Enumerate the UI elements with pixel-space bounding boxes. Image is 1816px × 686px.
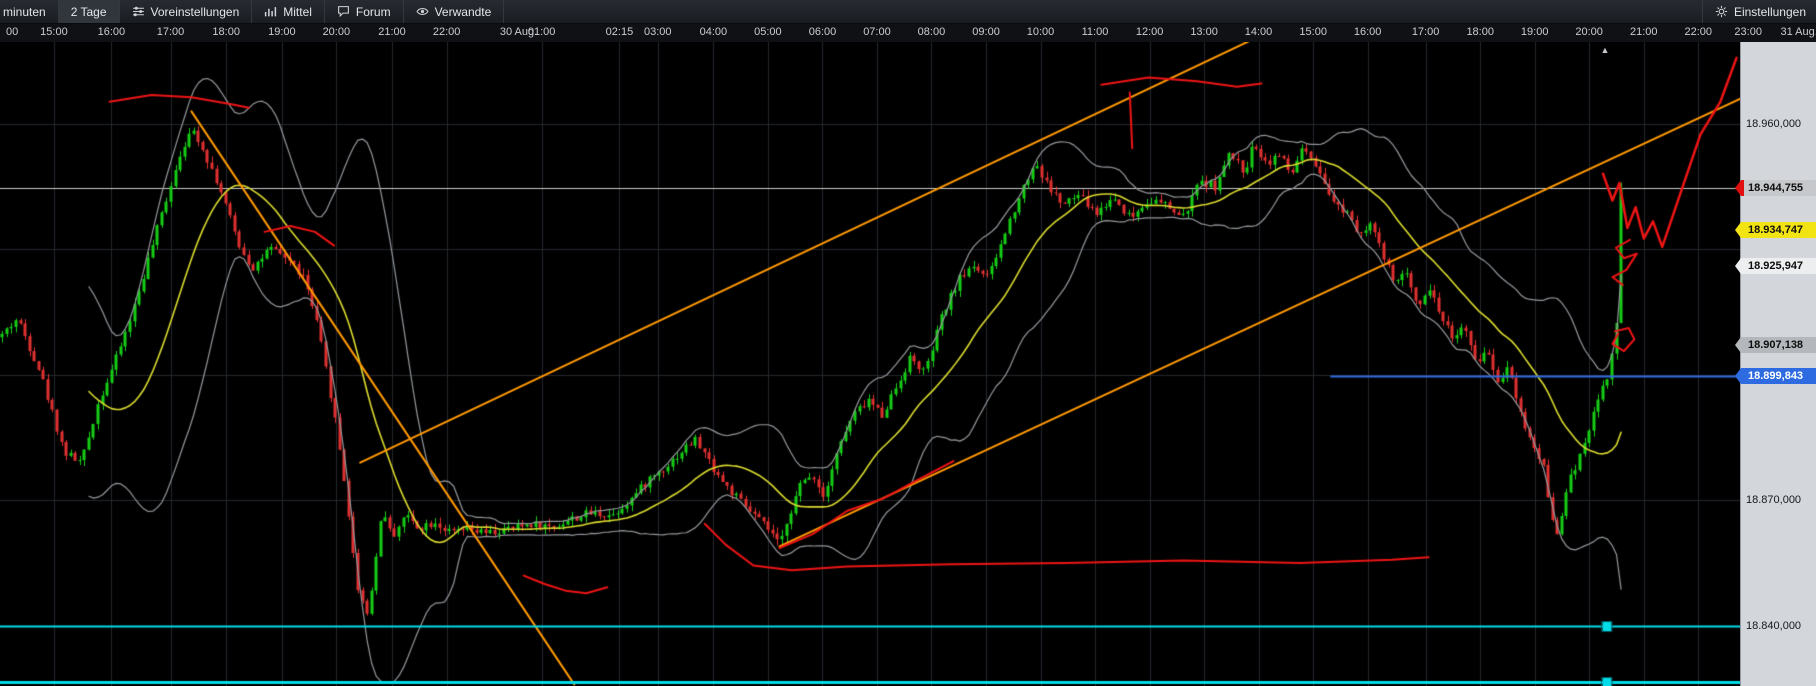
band-upper-value-tag: 18.925,947 <box>1735 258 1816 275</box>
toolbar-button-range-2-days[interactable]: 2 Tage <box>58 0 120 23</box>
time-label: 09:00 <box>972 26 1000 38</box>
time-label: 22:00 <box>1684 26 1712 38</box>
time-label: 17:00 <box>1411 26 1440 38</box>
time-label: 03:00 <box>643 26 672 38</box>
time-axis: 00 15:00 16:00 17:00 18:00 19:00 20:00 21:00 22:… <box>0 23 1816 42</box>
toolbar-label: minuten <box>3 4 46 19</box>
band-lower-value-tag-pointer <box>1735 337 1741 354</box>
toolbar-button-indicators[interactable]: Mittel <box>252 0 325 23</box>
time-label: 07:00 <box>863 26 891 38</box>
time-label: 12:00 <box>1135 26 1164 38</box>
last-price-tag-pointer <box>1735 179 1741 196</box>
moving-average-value-tag-pointer <box>1735 221 1741 238</box>
time-label: 23:00 <box>1734 26 1762 38</box>
last-price-tag: 18.944,755 <box>1735 179 1816 196</box>
toolbar-button-related[interactable]: Verwandte <box>404 0 505 23</box>
time-label: 21:00 <box>1630 26 1658 38</box>
time-label: 04:00 <box>699 26 728 38</box>
bar-chart-icon <box>264 5 277 18</box>
time-label: 15:00 <box>40 26 68 38</box>
toolbar-button-settings[interactable]: Einstellungen <box>1701 0 1816 23</box>
eye-icon <box>416 5 429 18</box>
date-label: 30 Aug. <box>499 26 538 38</box>
band-upper-value-tag-pointer <box>1735 258 1741 275</box>
time-label: 16:00 <box>97 26 126 38</box>
toolbar-button-timeframe-minutes[interactable]: minuten <box>0 0 59 23</box>
time-label: 05:00 <box>754 26 782 38</box>
horizontal-line-value-tag[interactable]: 18.899,843 <box>1735 367 1816 384</box>
time-label: 01:00 <box>527 26 556 38</box>
time-label: 22:00 <box>432 26 461 38</box>
time-label: 10:00 <box>1026 26 1055 38</box>
gear-icon <box>1715 5 1728 18</box>
price-scale-label: 18.840,000 <box>1746 619 1802 632</box>
time-label: 11:00 <box>1081 26 1109 38</box>
time-label: 08:00 <box>917 26 946 38</box>
toolbar-button-forum[interactable]: Forum <box>325 0 404 23</box>
time-label: 17:00 <box>156 26 185 38</box>
price-axis[interactable]: 18.960,000 18.870,000 18.840,000 18.944,755… <box>1735 42 1816 686</box>
toolbar-label: 2 Tage <box>70 4 107 19</box>
price-chart-canvas[interactable] <box>0 42 1740 686</box>
time-label: 15:00 <box>1299 26 1327 38</box>
time-label: 14:00 <box>1244 26 1273 38</box>
band-lower-value-tag: 18.907,138 <box>1735 337 1816 354</box>
tag-label: 18.899,843 <box>1748 369 1804 382</box>
speech-bubble-icon <box>337 5 350 18</box>
toolbar-label: Forum <box>355 4 391 19</box>
time-label: 00 <box>6 26 19 38</box>
toolbar-label: Mittel <box>283 4 312 19</box>
time-label: 13:00 <box>1190 26 1218 38</box>
price-scale-label: 18.870,000 <box>1746 494 1802 507</box>
chart-toolbar: minuten 2 Tage Voreinstellungen Mittel F… <box>0 0 1816 24</box>
time-label: 21:00 <box>378 26 406 38</box>
tag-label: 18.934,747 <box>1748 223 1804 236</box>
toolbar-label: Einstellungen <box>1733 4 1806 19</box>
time-label: 19:00 <box>268 26 296 38</box>
tag-label: 18.907,138 <box>1748 339 1804 352</box>
horizontal-line-value-tag-pointer <box>1735 367 1741 384</box>
time-label: 20:00 <box>322 26 351 38</box>
price-scale-label: 18.960,000 <box>1746 117 1802 130</box>
toolbar-button-presets[interactable]: Voreinstellungen <box>120 0 253 23</box>
scroll-up-icon[interactable]: ▲ <box>1600 45 1610 55</box>
moving-average-value-tag: 18.934,747 <box>1735 221 1816 238</box>
toolbar-label: Verwandte <box>434 4 492 19</box>
tag-label: 18.925,947 <box>1748 260 1804 273</box>
sliders-icon <box>132 5 145 18</box>
time-label: 19:00 <box>1520 26 1549 38</box>
date-label: 31 Aug. <box>1780 26 1816 38</box>
time-label: 16:00 <box>1353 26 1382 38</box>
tag-label: 18.944,755 <box>1748 181 1804 194</box>
time-label: 18:00 <box>1466 26 1494 38</box>
time-label: 20:00 <box>1575 26 1603 38</box>
time-label: 02:15 <box>605 26 634 38</box>
toolbar-label: Voreinstellungen <box>150 4 240 19</box>
time-label: 06:00 <box>808 26 837 38</box>
time-label: 18:00 <box>212 26 240 38</box>
